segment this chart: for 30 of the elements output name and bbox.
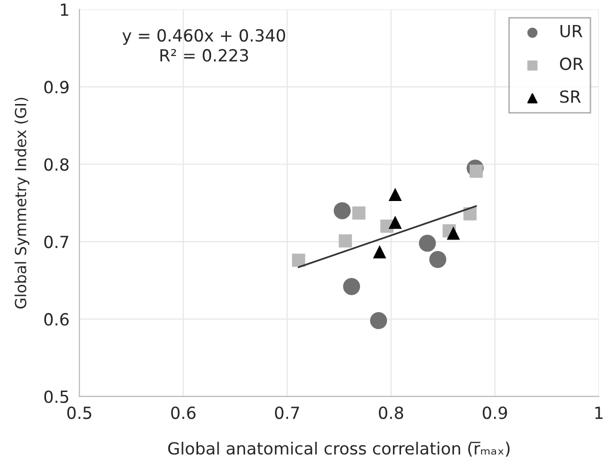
point — [429, 250, 446, 268]
point — [446, 226, 460, 240]
legend-label: UR — [560, 24, 582, 38]
annotation: y = 0.460x + 0.340 R² = 0.223 — [122, 29, 286, 62]
point — [373, 245, 386, 258]
point — [352, 206, 366, 220]
legend-label: SR — [560, 90, 581, 103]
y-tick-label: 0.6 — [44, 313, 69, 326]
y-axis-title: Global Symmetry Index (GI) — [14, 98, 30, 309]
x-tick-label: 0.6 — [171, 406, 196, 420]
x-tick-label: 0.5 — [67, 406, 92, 420]
point — [338, 234, 352, 248]
point — [334, 202, 351, 220]
x-axis-title: Global anatomical cross correlation (r̅ₘₐₓ) — [168, 442, 510, 457]
point — [343, 278, 360, 296]
y-tick-label: 0.5 — [44, 390, 68, 404]
x-tick-label: 1 — [595, 406, 603, 419]
x-tick-label: 0.9 — [482, 406, 507, 420]
point — [292, 254, 306, 267]
x-tick-label: 0.7 — [275, 406, 299, 420]
x-tick-label: 0.8 — [378, 406, 404, 420]
point — [388, 216, 402, 229]
y-tick-label: 0.8 — [44, 158, 69, 171]
point — [418, 234, 436, 252]
y-tick-label: 0.9 — [44, 80, 69, 94]
y-tick-label: 0.7 — [44, 236, 68, 248]
point — [388, 188, 402, 202]
y-tick-label: 1 — [60, 4, 68, 16]
point — [370, 312, 388, 330]
legend-label: OR — [560, 58, 584, 70]
